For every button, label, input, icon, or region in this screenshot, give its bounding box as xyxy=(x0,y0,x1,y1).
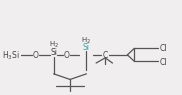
Text: O: O xyxy=(32,51,38,60)
Text: O: O xyxy=(64,51,69,60)
Text: C: C xyxy=(103,51,108,60)
Text: Si: Si xyxy=(83,43,90,52)
Text: Cl: Cl xyxy=(159,44,167,53)
Text: H$_2$: H$_2$ xyxy=(49,40,59,50)
Text: H$_3$Si: H$_3$Si xyxy=(2,49,20,62)
Text: Cl: Cl xyxy=(159,58,167,67)
Text: Si: Si xyxy=(50,48,57,57)
Text: H$_2$: H$_2$ xyxy=(82,36,91,46)
